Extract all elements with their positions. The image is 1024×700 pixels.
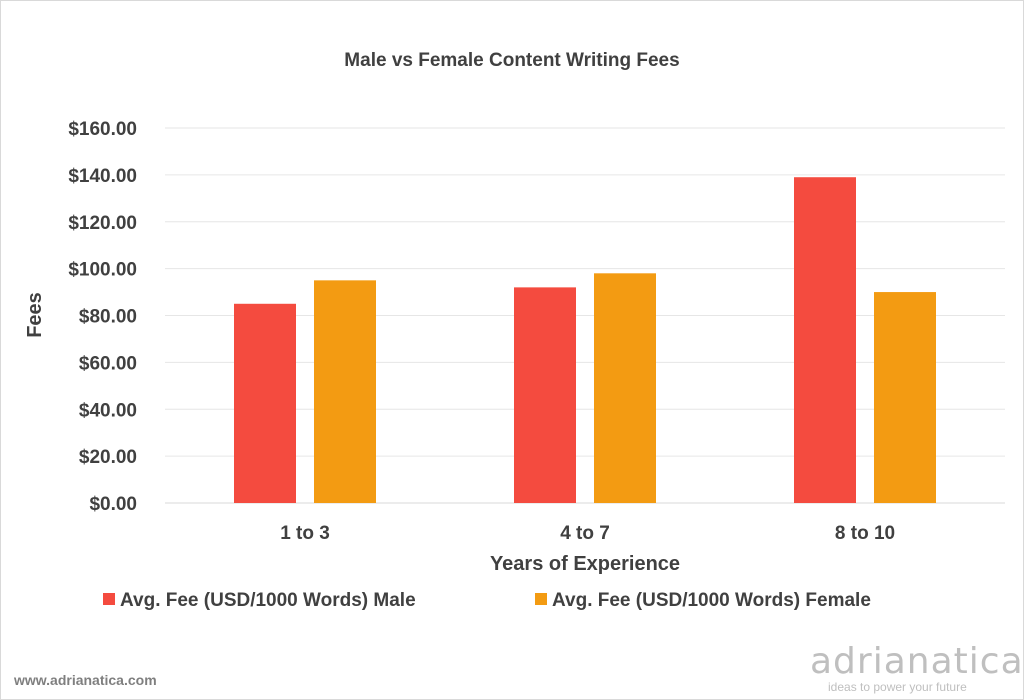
y-tick-label: $80.00	[79, 307, 137, 328]
y-tick-label: $20.00	[79, 447, 137, 468]
y-tick-labels: $0.00 $20.00 $40.00 $60.00 $80.00 $100.00 $120…	[68, 119, 137, 515]
legend-label: Avg. Fee (USD/1000 Words) Female	[552, 590, 871, 611]
brand-tagline: ideas to power your future	[828, 680, 967, 694]
brand-name: adrianatica	[810, 641, 1024, 682]
legend-swatch	[103, 593, 115, 605]
legend-swatch	[535, 593, 547, 605]
y-tick-label: $40.00	[79, 400, 137, 421]
bar-male-1	[234, 303, 296, 503]
y-tick-label: $140.00	[68, 166, 137, 187]
y-tick-label: $60.00	[79, 353, 137, 374]
x-tick-label: 8 to 10	[835, 523, 895, 544]
bar-female-1	[314, 280, 376, 503]
bar-male-2	[514, 287, 576, 503]
bars	[234, 177, 936, 503]
chart-title: Male vs Female Content Writing Fees	[344, 50, 679, 71]
bar-male-3	[794, 177, 856, 503]
y-tick-label: $100.00	[68, 260, 137, 281]
y-tick-label: $0.00	[89, 494, 137, 515]
x-tick-label: 1 to 3	[280, 523, 330, 544]
legend-label: Avg. Fee (USD/1000 Words) Male	[120, 590, 416, 611]
x-tick-label: 4 to 7	[560, 523, 610, 544]
x-axis-label: Years of Experience	[490, 553, 680, 575]
gridlines	[165, 127, 1005, 504]
bar-female-2	[594, 273, 656, 503]
y-tick-label: $160.00	[68, 119, 137, 140]
footer-url[interactable]: www.adrianatica.com	[14, 672, 157, 688]
bar-female-3	[874, 292, 936, 503]
x-tick-labels: 1 to 3 4 to 7 8 to 10	[280, 523, 895, 544]
y-axis-label: Fees	[24, 292, 46, 338]
legend: Avg. Fee (USD/1000 Words) Male Avg. Fee (…	[103, 590, 871, 611]
brand-logo: adrianatica ideas to power your future	[810, 641, 1024, 695]
y-tick-label: $120.00	[68, 213, 137, 234]
